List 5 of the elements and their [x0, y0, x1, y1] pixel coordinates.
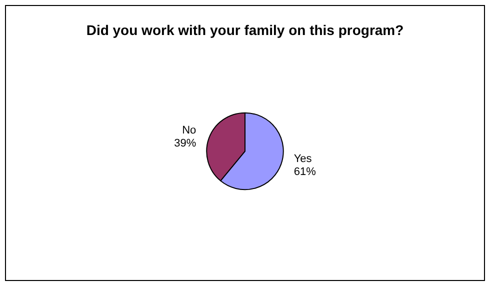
- chart-title: Did you work with your family on this program?: [86, 22, 404, 38]
- data-label: 61%: [294, 166, 316, 178]
- slice-label: Yes: [294, 153, 312, 166]
- slice-label: No: [182, 124, 196, 136]
- data-label: 39%: [174, 137, 196, 150]
